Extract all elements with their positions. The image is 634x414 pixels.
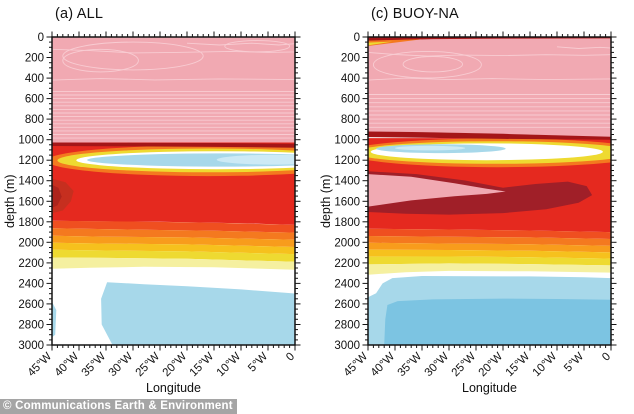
y-tick-label: 3000: [334, 340, 360, 352]
y-tick-label: 2000: [18, 237, 44, 249]
x-tick-label: 45°W: [342, 351, 371, 380]
y-tick-label: 600: [25, 94, 44, 106]
panel-a-title: (a) ALL: [55, 6, 104, 22]
y-tick-label: 2800: [18, 320, 44, 332]
y-tick-label: 1800: [334, 217, 360, 229]
y-tick-label: 200: [341, 53, 360, 65]
y-tick-label: 400: [341, 73, 360, 85]
x-tick-label: 40°W: [369, 351, 398, 380]
x-tick-label: 20°W: [477, 351, 506, 380]
panel-a-plot: 0 200 400 600 800 1000 1200 1400 1600 1800 2000 220…: [18, 31, 301, 379]
x-tick-label: 20°W: [161, 351, 190, 380]
y-tick-label: 800: [25, 114, 44, 126]
panel-a-y-axis-label: depth (m): [3, 174, 17, 228]
panel-c-y-axis-label: depth (m): [319, 174, 333, 228]
y-tick-label: 600: [341, 94, 360, 106]
y-tick-label: 1600: [334, 196, 360, 208]
y-tick-label: 1200: [18, 155, 44, 167]
panel-a-canvas: 0 200 400 600 800 1000 1200 1400 1600 1800 2000 220…: [18, 31, 301, 379]
y-tick-label: 1400: [334, 176, 360, 188]
panel-c-x-axis-label: Longitude: [462, 381, 517, 395]
x-tick-label: 40°W: [53, 351, 82, 380]
x-tick-label: 10°W: [215, 351, 244, 380]
x-tick-label: 15°W: [504, 351, 533, 380]
y-tick-label: 1400: [18, 176, 44, 188]
x-tick-label: 35°W: [396, 351, 425, 380]
y-tick-label: 3000: [18, 340, 44, 352]
x-tick-label: 30°W: [107, 351, 136, 380]
y-tick-label: 2200: [18, 258, 44, 270]
x-tick-label: 35°W: [80, 351, 109, 380]
panel-a-x-axis-label: Longitude: [146, 381, 201, 395]
axes: [46, 31, 301, 351]
x-tick-label: 25°W: [450, 351, 479, 380]
y-tick-label: 1800: [18, 217, 44, 229]
y-tick-label: 1600: [18, 196, 44, 208]
y-tick-label: 1200: [334, 155, 360, 167]
x-tick-label: 0: [284, 351, 297, 364]
y-tick-label: 2400: [334, 278, 360, 290]
y-tick-label: 2400: [18, 278, 44, 290]
panel-c-canvas: 0 200 400 600 800 1000 1200 1400 1600 1800 2000 220…: [334, 31, 617, 379]
watermark: © Communications Earth & Environment: [0, 399, 237, 414]
x-tick-label: 5°W: [562, 351, 586, 375]
y-tick-label: 2600: [334, 299, 360, 311]
x-tick-label: 0: [600, 351, 613, 364]
y-tick-label: 1000: [334, 135, 360, 147]
axes: [362, 31, 617, 351]
y-tick-label: 0: [354, 32, 360, 44]
y-tick-label: 200: [25, 53, 44, 65]
x-tick-label: 25°W: [134, 351, 163, 380]
y-tick-label: 1000: [18, 135, 44, 147]
y-tick-label: 2600: [18, 299, 44, 311]
panel-c-plot: 0 200 400 600 800 1000 1200 1400 1600 1800 2000 220…: [334, 31, 617, 379]
x-tick-label: 10°W: [531, 351, 560, 380]
panel-c-title: (c) BUOY-NA: [371, 6, 459, 22]
y-tick-label: 2000: [334, 237, 360, 249]
contour-field: [368, 37, 611, 345]
x-tick-label: 45°W: [26, 351, 55, 380]
y-tick-label: 800: [341, 114, 360, 126]
y-tick-label: 2200: [334, 258, 360, 270]
y-tick-label: 0: [38, 32, 44, 44]
x-tick-label: 5°W: [246, 351, 270, 375]
contour-field: [52, 37, 295, 345]
x-tick-label: 30°W: [423, 351, 452, 380]
x-tick-label: 15°W: [188, 351, 217, 380]
y-tick-label: 2800: [334, 320, 360, 332]
y-tick-label: 400: [25, 73, 44, 85]
